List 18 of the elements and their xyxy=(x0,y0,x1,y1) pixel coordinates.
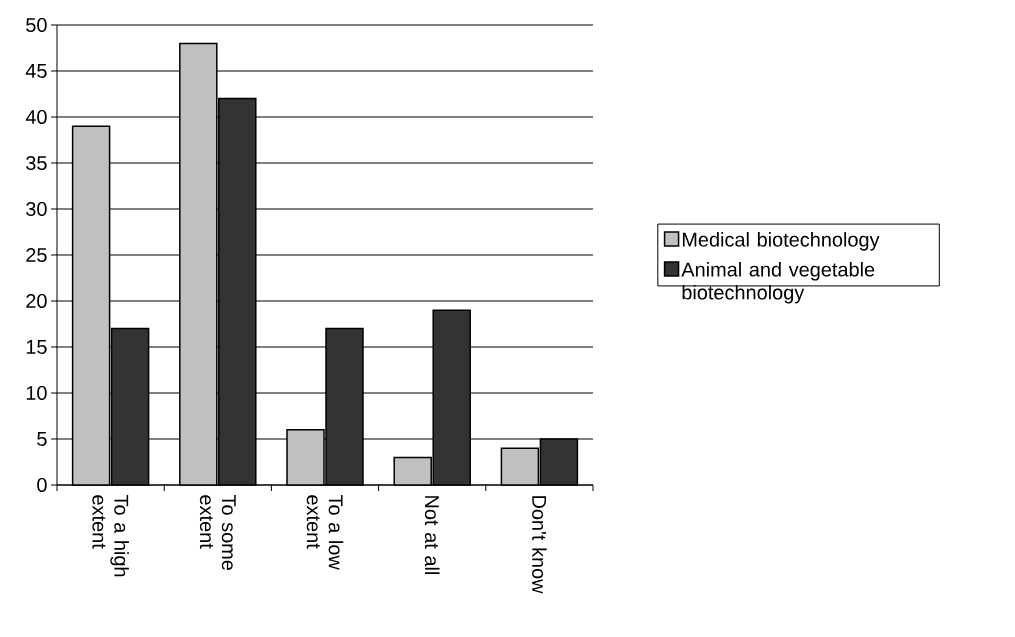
x-tick-label: Don't know xyxy=(532,496,547,594)
y-tick-label: 15 xyxy=(26,340,47,354)
legend-label: Animal and vegetable biotechnology xyxy=(681,261,875,304)
x-tick-label: To a high extent xyxy=(92,494,129,577)
y-tick-label: 20 xyxy=(26,293,47,309)
y-tick-label: 35 xyxy=(26,155,47,171)
y-tick-label: 25 xyxy=(26,247,47,263)
x-tick-label: Not at all xyxy=(424,496,440,575)
y-tick-label: 45 xyxy=(25,64,47,78)
y-tick-label: 10 xyxy=(26,385,47,401)
y-tick-label: 0 xyxy=(37,477,47,493)
x-tick-label: To a low extent xyxy=(306,494,344,570)
y-tick-label: 50 xyxy=(26,17,47,33)
legend-label: Medical biotechnology xyxy=(682,232,880,251)
y-tick-label: 30 xyxy=(26,201,47,217)
y-tick-label: 5 xyxy=(37,432,47,446)
x-tick-label: To some extent xyxy=(199,494,236,571)
y-tick-label: 40 xyxy=(25,109,47,125)
